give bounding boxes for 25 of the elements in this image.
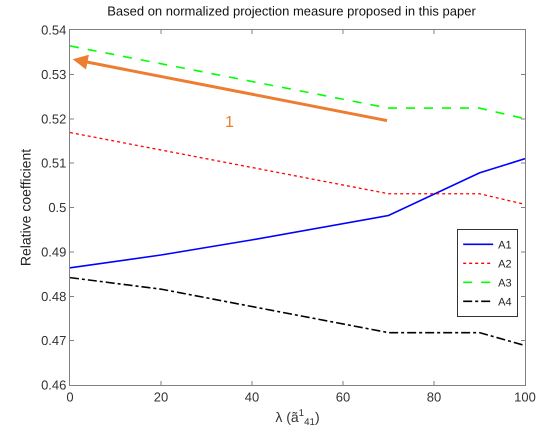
- y-tick-label: 0.46: [41, 378, 66, 393]
- line-series: [70, 158, 525, 269]
- y-axis-title: Relative coefficient: [18, 148, 34, 266]
- annotation: 1: [225, 114, 234, 131]
- y-tick-label: 0.47: [41, 333, 66, 348]
- line-series: [70, 276, 525, 346]
- x-axis-title: λ (ã$^{1}$$_{41}$): [275, 408, 320, 428]
- x-tick-label: 100: [514, 390, 536, 405]
- y-tick-label: 0.52: [41, 111, 66, 126]
- x-tick-label: 60: [336, 390, 350, 405]
- x-tick-label: 40: [244, 390, 260, 405]
- x-tick-label: 80: [426, 390, 442, 405]
- chart-title: Based on normalized projection measure proposed in this paper: [107, 4, 476, 19]
- y-tick-label: 0.53: [41, 66, 66, 82]
- y-tick-label: 0.51: [41, 156, 66, 171]
- legend-label: A1: [498, 240, 512, 252]
- x-tick-label: 20: [154, 390, 168, 405]
- legend-label: A3: [498, 278, 512, 290]
- y-tick-label: 0.5: [48, 200, 66, 216]
- y-tick-label: 0.54: [41, 22, 66, 38]
- legend-label: A2: [498, 258, 512, 271]
- legend-label: A4: [498, 296, 512, 309]
- y-tick-label: 0.48: [41, 288, 66, 304]
- x-tick-label: 0: [66, 390, 74, 405]
- y-tick-label: 0.49: [41, 244, 66, 260]
